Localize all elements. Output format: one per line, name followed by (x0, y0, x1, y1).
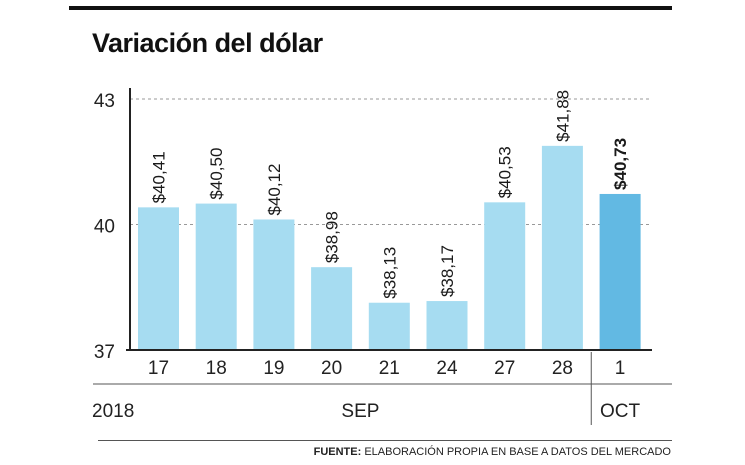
bar-value-label: $40,41 (150, 151, 169, 203)
bar (253, 219, 295, 350)
source-label: FUENTE: (313, 446, 362, 458)
source-text: ELABORACIÓN PROPIA EN BASE A DATOS DEL M… (364, 446, 671, 458)
bar (368, 302, 410, 350)
bar-value-label: $40,50 (207, 148, 226, 200)
x-tick-label: 27 (494, 358, 515, 379)
month-label: SEP (341, 401, 379, 422)
footer-rule (98, 440, 672, 441)
top-rule (69, 6, 672, 10)
bar-value-label: $40,53 (496, 146, 515, 198)
bar (311, 267, 353, 350)
x-tick-label: 17 (148, 358, 169, 379)
x-tick-label: 28 (552, 358, 573, 379)
bar-value-label: $40,12 (265, 163, 284, 215)
x-tick-label: 18 (206, 358, 227, 379)
x-tick-label: 24 (436, 358, 458, 379)
y-tick-label: 37 (94, 342, 115, 363)
chart-title: Variación del dólar (92, 28, 323, 58)
bar (426, 301, 468, 350)
x-tick-label: 19 (263, 358, 284, 379)
x-tick-label: 20 (321, 358, 342, 379)
bar-value-label: $38,17 (438, 245, 457, 297)
y-tick-label: 43 (94, 91, 115, 112)
bar (195, 203, 237, 350)
bar (599, 193, 641, 350)
source-note: FUENTE: ELABORACIÓN PROPIA EN BASE A DAT… (314, 446, 671, 458)
bar (138, 207, 179, 350)
bar-value-label: $38,13 (380, 247, 399, 299)
bar (541, 145, 583, 350)
x-tick-label: 21 (379, 358, 400, 379)
bar (484, 202, 526, 350)
bar-chart: 43 40 37 $40,41 17 $40,50 18 $40,12 19 $38,98 20 $3… (92, 88, 672, 425)
y-tick-label: 40 (94, 217, 115, 238)
x-tick-label: 1 (615, 358, 626, 379)
bar-value-label: $40,73 (611, 138, 630, 190)
bar-value-label: $38,98 (323, 211, 342, 263)
month-label: OCT (600, 401, 641, 422)
year-label: 2018 (92, 401, 134, 422)
bar-value-label: $41,88 (553, 90, 572, 142)
